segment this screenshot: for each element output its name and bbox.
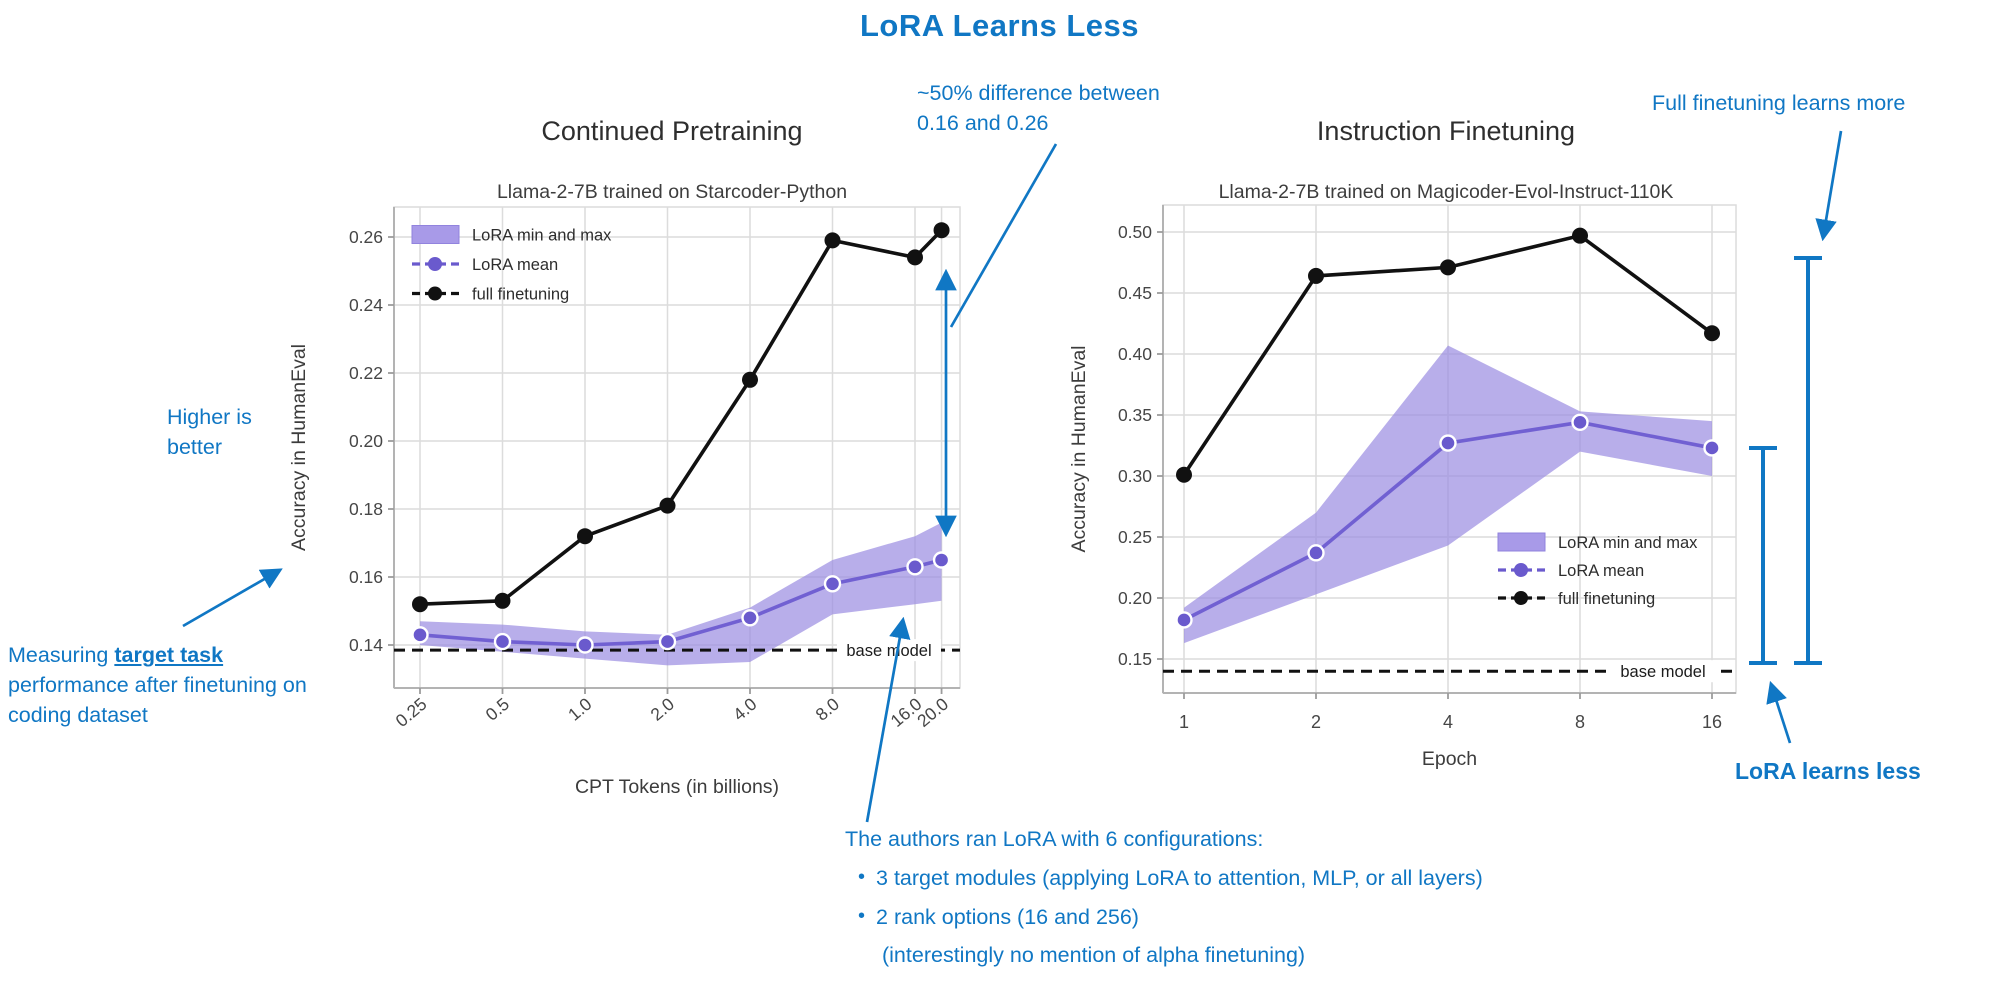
svg-text:0.40: 0.40 — [1118, 344, 1152, 364]
svg-text:full finetuning: full finetuning — [472, 286, 569, 304]
annotation-50pct-line2: 0.16 and 0.26 — [917, 111, 1049, 136]
lora-mean-point — [493, 632, 512, 651]
right-chart-subtitle: Llama-2-7B trained on Magicoder-Evol-Ins… — [1218, 181, 1674, 203]
full-finetuning-line — [419, 228, 943, 606]
annotation-50pct-line1: ~50% difference between — [917, 81, 1160, 105]
configs-header: The authors ran LoRA with 6 configuratio… — [845, 827, 1264, 851]
higher-line1: Higher is — [167, 405, 252, 429]
chart-legend: LoRA min and max LoRA mean full finetuning — [411, 225, 612, 304]
svg-text:0.45: 0.45 — [1118, 283, 1152, 303]
svg-text:0.18: 0.18 — [349, 499, 383, 519]
x-axis-label: CPT Tokens (in billions) — [575, 776, 779, 798]
plot-grid — [393, 206, 961, 689]
full-finetuning-point — [494, 592, 511, 609]
svg-text:LoRA mean: LoRA mean — [472, 256, 558, 274]
svg-text:16: 16 — [1702, 712, 1722, 732]
svg-text:full finetuning: full finetuning — [1558, 590, 1655, 608]
full-finetuning-point — [1440, 259, 1456, 276]
svg-text:0.14: 0.14 — [349, 635, 383, 655]
svg-text:0.35: 0.35 — [1118, 405, 1152, 425]
lora-mean-point — [1439, 434, 1457, 452]
lora-mean-point — [658, 632, 677, 651]
configs-note: (interestingly no mention of alpha finet… — [882, 943, 1306, 968]
lora-mean-point — [576, 636, 594, 654]
svg-text:0.15: 0.15 — [1118, 649, 1152, 669]
configs-bullet-1: • 3 target modules (applying LoRA to att… — [845, 863, 1483, 893]
measuring-highlight: target task — [114, 643, 224, 667]
svg-text:1: 1 — [1179, 712, 1189, 732]
full-finetuning-point — [1176, 466, 1192, 483]
y-axis-label: Accuracy in HumanEval — [1068, 346, 1090, 553]
full-finetuning-point — [659, 497, 676, 514]
lora-mean-point — [741, 609, 759, 627]
x-axis-label: Epoch — [1422, 748, 1477, 770]
lora-band — [420, 522, 942, 666]
svg-text:LoRA min and max: LoRA min and max — [1558, 534, 1698, 552]
svg-text:0.24: 0.24 — [349, 295, 383, 315]
higher-line2: better — [167, 435, 222, 460]
svg-text:0.16: 0.16 — [349, 567, 383, 587]
bullet-icon: • — [858, 866, 866, 889]
full-finetuning-point — [742, 371, 758, 388]
full-finetuning-point — [1572, 227, 1588, 244]
page-title: LoRA Learns Less — [859, 8, 1140, 43]
measuring-prefix: Measuring — [8, 643, 115, 667]
left-chart-title: Continued Pretraining — [541, 116, 803, 146]
lora-mean-point — [1703, 439, 1721, 457]
lora-mean-line — [419, 558, 943, 647]
svg-text:4: 4 — [1443, 712, 1453, 732]
full-finetuning-point — [1308, 267, 1324, 284]
svg-text:8: 8 — [1575, 712, 1585, 732]
baseline-label: base model — [1620, 663, 1705, 681]
full-finetuning-point — [824, 232, 841, 249]
svg-text:0.30: 0.30 — [1118, 466, 1152, 486]
lora-mean-point — [411, 626, 429, 644]
svg-text:0.20: 0.20 — [349, 431, 383, 451]
measuring-rest: performance after finetuning on coding d… — [8, 673, 307, 728]
configs-bullet-2: • 2 rank options (16 and 256) — [845, 902, 1483, 932]
svg-text:LoRA mean: LoRA mean — [1558, 562, 1644, 580]
full-finetuning-point — [907, 249, 923, 266]
svg-text:0.25: 0.25 — [1118, 527, 1152, 547]
annotation-50pct-difference: ~50% difference between 0.16 and 0.26 — [917, 78, 1160, 138]
svg-text:0.26: 0.26 — [349, 227, 383, 247]
svg-text:2: 2 — [1311, 712, 1321, 732]
lora-mean-point — [932, 551, 951, 569]
full-finetuning-point — [577, 528, 593, 545]
annotation-lora-learns-less: LoRA learns less — [1735, 758, 1921, 784]
y-axis-label: Accuracy in HumanEval — [288, 344, 310, 551]
chart-legend: LoRA min and max LoRA mean full finetuning — [1497, 532, 1698, 608]
lora-mean-point — [823, 575, 842, 593]
configs-bullet-1-text: 3 target modules (applying LoRA to atten… — [876, 866, 1483, 891]
configs-bullet-2-text: 2 rank options (16 and 256) — [876, 905, 1139, 930]
lora-mean-point — [1307, 544, 1325, 562]
full-finetuning-point — [412, 596, 428, 613]
full-finetuning-point — [933, 222, 950, 239]
left-chart-subtitle: Llama-2-7B trained on Starcoder-Python — [496, 181, 848, 203]
annotation-configs: The authors ran LoRA with 6 configuratio… — [845, 824, 1483, 970]
annotation-higher-is-better: Higher is better — [167, 402, 252, 462]
lora-mean-point — [1571, 413, 1589, 432]
svg-text:0.50: 0.50 — [1118, 222, 1152, 242]
lora-mean-point — [906, 558, 924, 576]
svg-text:0.22: 0.22 — [349, 363, 383, 383]
annotation-full-ft-learns-more: Full finetuning learns more — [1652, 91, 1906, 115]
lora-mean-point — [1175, 611, 1193, 629]
svg-text:LoRA min and max: LoRA min and max — [472, 227, 612, 245]
right-chart-title: Instruction Finetuning — [1316, 116, 1576, 146]
bullet-icon: • — [858, 905, 866, 928]
annotation-measuring: Measuring target task performance after … — [8, 640, 308, 730]
svg-text:0.20: 0.20 — [1118, 588, 1152, 608]
full-finetuning-point — [1704, 325, 1720, 342]
